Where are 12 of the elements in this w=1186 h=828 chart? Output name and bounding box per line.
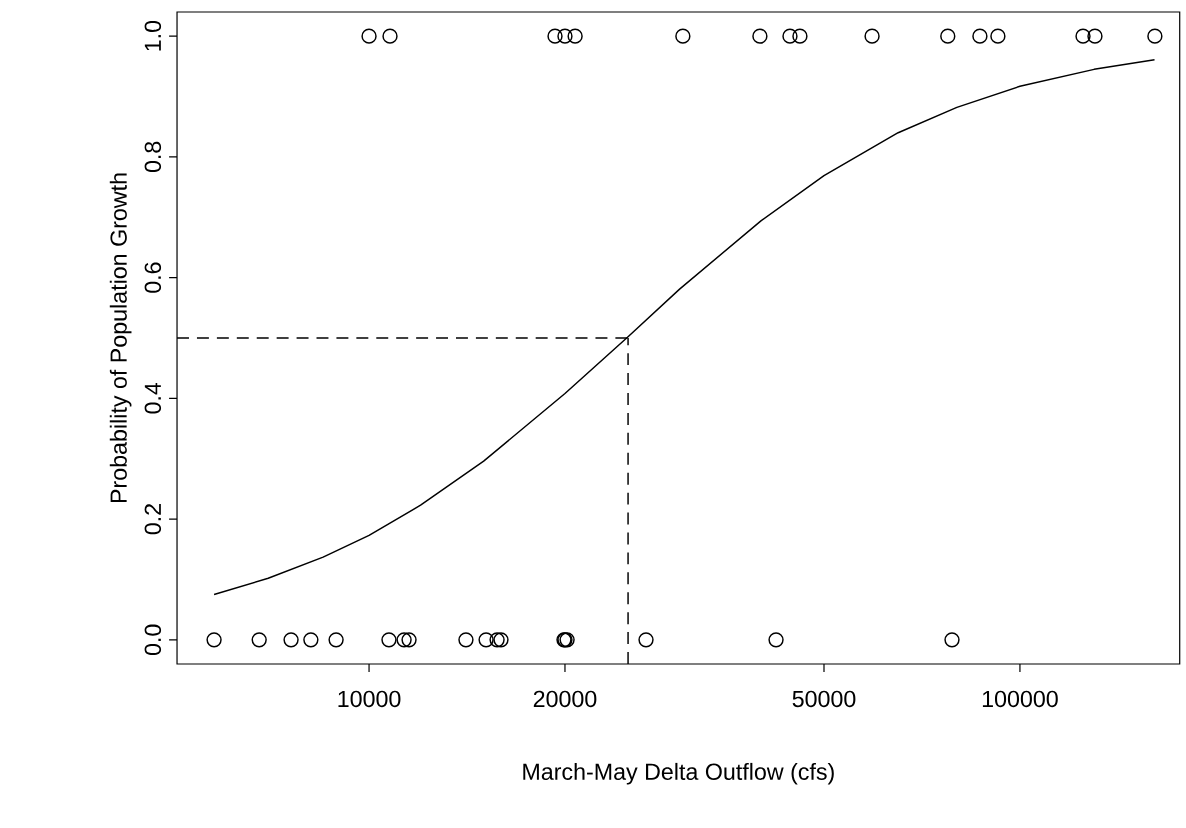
x-axis-title: March-May Delta Outflow (cfs) [523,762,834,785]
x-tick-label: 20000 [533,690,597,708]
x-tick-label: 100000 [982,690,1058,708]
y-tick-label: 0.8 [144,141,162,173]
x-tick-label: 10000 [338,690,401,708]
x-tick-label: 50000 [792,690,856,708]
y-tick-label: 0.0 [144,624,162,656]
y-tick-label: 0.4 [144,382,162,414]
y-tick-label: 0.2 [144,504,162,535]
y-tick-label: 0.6 [144,262,162,293]
y-tick-label: 1.0 [144,20,162,51]
y-axis-title: Probability of Population Growth [109,173,132,503]
